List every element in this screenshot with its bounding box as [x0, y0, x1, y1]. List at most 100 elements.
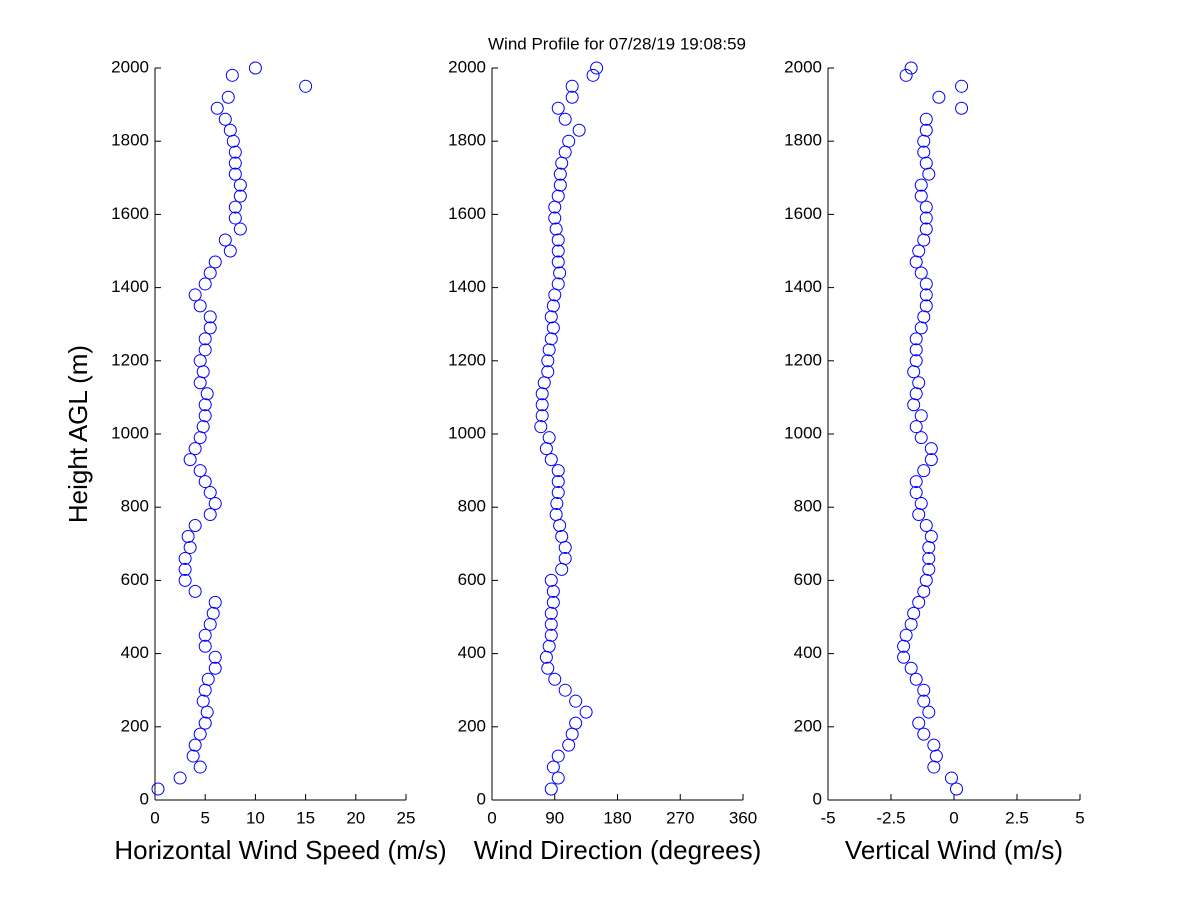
point [218, 112, 232, 126]
point [233, 178, 247, 192]
point [919, 277, 933, 291]
point [198, 475, 212, 489]
y-tick-label: 1000 [784, 423, 822, 442]
point [551, 749, 565, 763]
y-tick-label: 2000 [784, 57, 822, 76]
x-tick-label: 0 [150, 808, 159, 827]
point [203, 486, 217, 500]
point [198, 332, 212, 346]
point [541, 365, 555, 379]
x-tick-label: 180 [603, 808, 631, 827]
point [551, 486, 565, 500]
point [553, 178, 567, 192]
point [228, 156, 242, 170]
point [223, 244, 237, 258]
y-tick-label: 0 [477, 789, 486, 808]
x-tick-label: 25 [397, 808, 416, 827]
point [551, 233, 565, 247]
point [198, 398, 212, 412]
x-tick-label: 0 [487, 808, 496, 827]
point [535, 387, 549, 401]
point [188, 442, 202, 456]
point [555, 529, 569, 543]
point [551, 771, 565, 785]
point [534, 420, 548, 434]
point [546, 595, 560, 609]
point [193, 727, 207, 741]
point [193, 299, 207, 313]
point [178, 562, 192, 576]
y-tick-label: 200 [121, 716, 149, 735]
point [919, 222, 933, 236]
point [221, 90, 235, 104]
point [917, 464, 931, 478]
point [909, 486, 923, 500]
point [551, 255, 565, 269]
point [178, 573, 192, 587]
point [909, 475, 923, 489]
point [544, 453, 558, 467]
point [944, 771, 958, 785]
point [549, 222, 563, 236]
point [228, 167, 242, 181]
point [198, 343, 212, 357]
y-tick-label: 1200 [111, 350, 149, 369]
point [553, 167, 567, 181]
point [542, 431, 556, 445]
point [919, 211, 933, 225]
point [541, 354, 555, 368]
x-tick-label: 20 [346, 808, 365, 827]
point [188, 738, 202, 752]
point [912, 376, 926, 390]
point [542, 639, 556, 653]
point [551, 475, 565, 489]
point [909, 354, 923, 368]
point [565, 79, 579, 93]
point [173, 771, 187, 785]
x-tick-label: 2.5 [1005, 808, 1029, 827]
point [924, 529, 938, 543]
point [909, 343, 923, 357]
point [198, 409, 212, 423]
point [919, 112, 933, 126]
figure-title: Wind Profile for 07/28/19 19:08:59 [488, 34, 746, 53]
point [919, 200, 933, 214]
point [181, 529, 195, 543]
x-tick-label: 5 [200, 808, 209, 827]
y-tick-label: 1400 [111, 277, 149, 296]
point [233, 189, 247, 203]
x-tick-label: -5 [820, 808, 835, 827]
point [198, 277, 212, 291]
point [924, 442, 938, 456]
point [542, 343, 556, 357]
point [919, 123, 933, 137]
point [558, 551, 572, 565]
y-tick-label: 2000 [111, 57, 149, 76]
point [544, 606, 558, 620]
point [551, 277, 565, 291]
point [558, 683, 572, 697]
point [544, 332, 558, 346]
point [909, 332, 923, 346]
point [535, 398, 549, 412]
point [193, 464, 207, 478]
y-tick-label: 1200 [448, 350, 486, 369]
point [551, 464, 565, 478]
y-axis-label: Height AGL (m) [63, 345, 93, 523]
point [579, 705, 593, 719]
point [535, 409, 549, 423]
point [228, 200, 242, 214]
point [912, 716, 926, 730]
point [546, 584, 560, 598]
point [193, 354, 207, 368]
point [548, 672, 562, 686]
point [899, 68, 913, 82]
point [914, 189, 928, 203]
point [225, 68, 239, 82]
point [544, 628, 558, 642]
point [188, 288, 202, 302]
point [912, 595, 926, 609]
point [919, 519, 933, 532]
x-tick-label: 360 [729, 808, 757, 827]
